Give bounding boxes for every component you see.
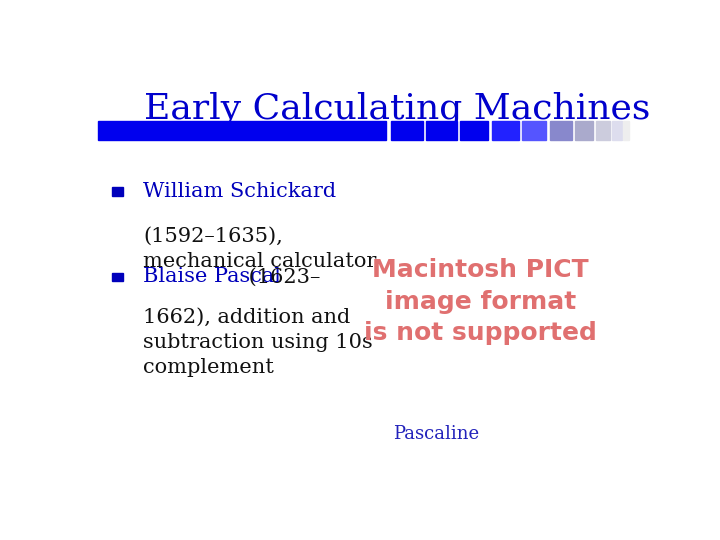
Bar bbox=[550, 120, 572, 140]
Bar bbox=[99, 120, 386, 140]
Text: Macintosh PICT
image format
is not supported: Macintosh PICT image format is not suppo… bbox=[364, 258, 597, 346]
Text: 1662), addition and
subtraction using 10s
complement: 1662), addition and subtraction using 10… bbox=[143, 308, 373, 377]
Bar bbox=[426, 120, 456, 140]
Bar bbox=[460, 120, 488, 140]
Bar bbox=[612, 120, 622, 140]
Bar bbox=[392, 120, 423, 140]
Text: William Schickard: William Schickard bbox=[143, 182, 336, 201]
Text: Blaise Pascal: Blaise Pascal bbox=[143, 267, 281, 286]
Text: Early Calculating Machines: Early Calculating Machines bbox=[144, 92, 650, 126]
Text: (1592–1635),
mechanical calculator: (1592–1635), mechanical calculator bbox=[143, 227, 377, 271]
Bar bbox=[522, 120, 546, 140]
Bar bbox=[624, 120, 629, 140]
Text: (1623–: (1623– bbox=[243, 267, 320, 286]
Bar bbox=[112, 273, 124, 281]
Bar bbox=[595, 120, 610, 140]
Bar bbox=[492, 120, 518, 140]
Text: Pascaline: Pascaline bbox=[393, 425, 479, 443]
Bar bbox=[112, 187, 124, 196]
Bar bbox=[575, 120, 593, 140]
